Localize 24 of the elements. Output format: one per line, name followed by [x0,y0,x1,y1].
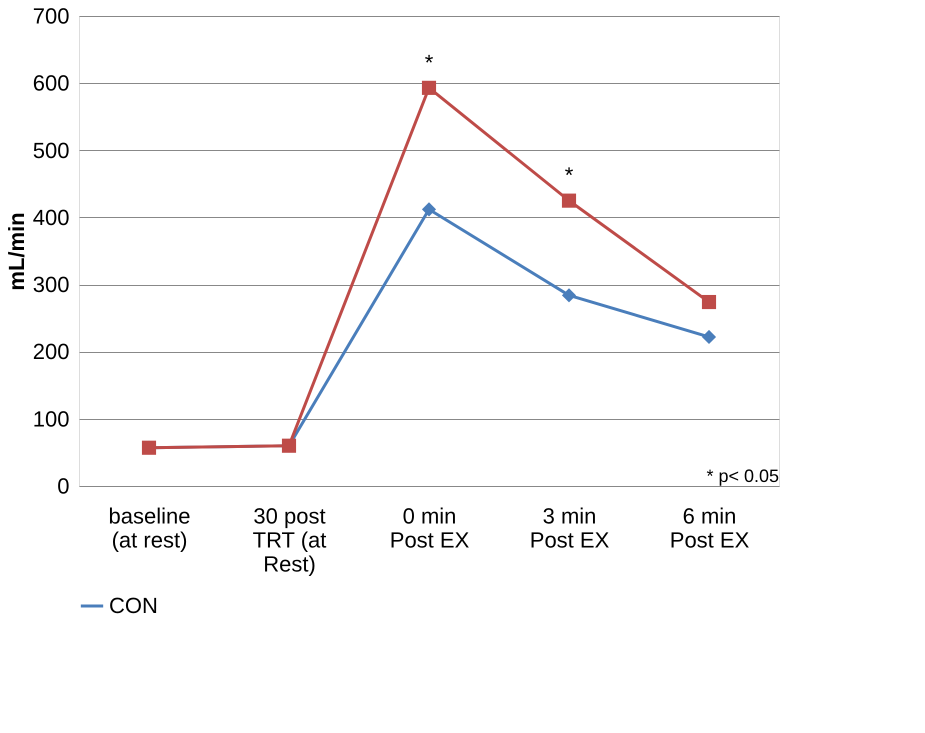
y-tick-label: 700 [32,4,70,28]
point [422,80,436,95]
annotation: * [564,162,574,188]
point [422,202,436,216]
point [702,330,716,344]
y-tick-label: 600 [32,70,70,96]
legend-label: CON [109,593,158,618]
y-tick-label: 300 [32,272,70,298]
point [562,194,576,208]
annotation: * p< 0.05 [706,466,779,486]
x-tick-label: 0 min Post EX [390,504,470,552]
point [562,288,576,302]
y-axis-title: mL/min [4,212,29,291]
y-tick-label: 100 [32,406,70,432]
point [702,294,716,310]
y-tick-label: 0 [57,474,70,498]
annotation: * [424,50,434,75]
x-tick-label: 30 post TRT (at Rest) [252,504,326,576]
y-tick-label: 400 [32,204,70,230]
x-tick-label: 6 min Post EX [670,504,750,552]
y-tick-label: 500 [32,138,70,163]
x-tick-label: 3 min Post EX [530,504,610,552]
y-tick-label: 200 [32,339,70,364]
x-tick-label: baseline (at rest) [108,504,190,552]
